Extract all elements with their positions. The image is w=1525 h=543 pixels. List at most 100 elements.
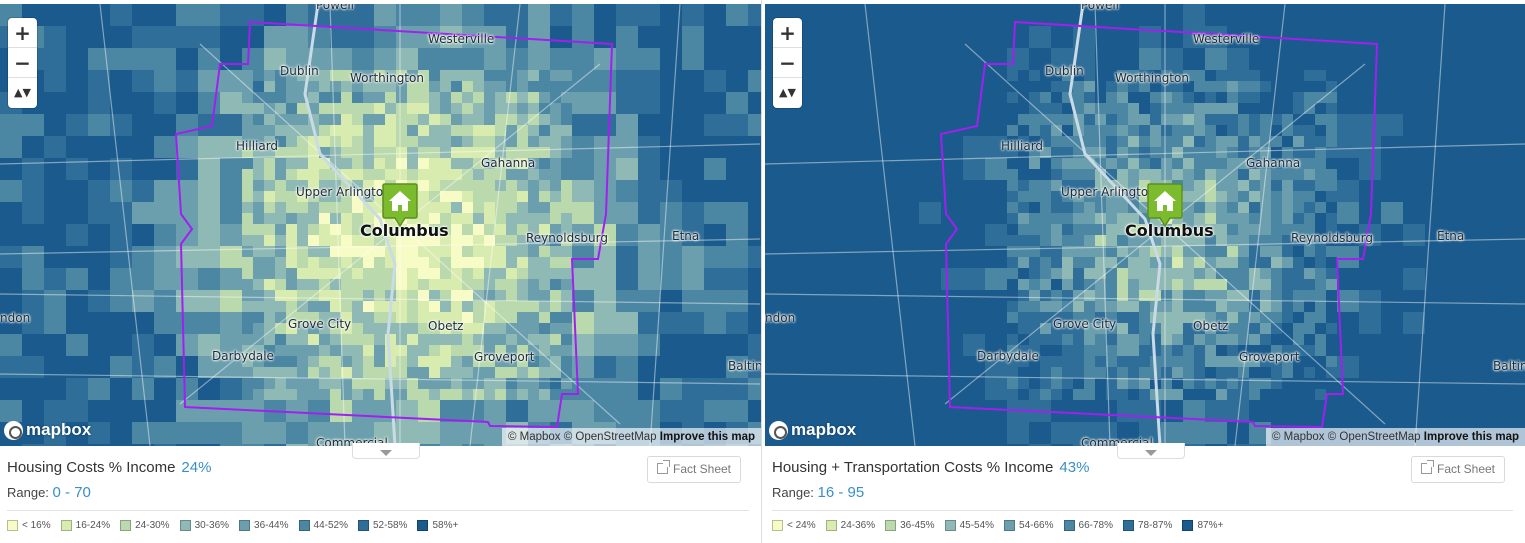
- census-tract: [330, 356, 342, 368]
- census-tract: [297, 202, 309, 214]
- census-tract: [1271, 125, 1283, 137]
- census-tract: [1513, 224, 1525, 247]
- census-tract: [550, 114, 562, 126]
- census-tract: [682, 92, 705, 115]
- census-tract: [985, 312, 1008, 335]
- mapbox-logo[interactable]: mapbox: [769, 420, 856, 440]
- census-tract: [1139, 81, 1151, 93]
- mapbox-logo[interactable]: mapbox: [4, 420, 91, 440]
- census-tract: [1062, 345, 1074, 357]
- census-tract: [1513, 400, 1525, 423]
- census-tract: [1271, 213, 1283, 225]
- census-tract: [363, 378, 375, 390]
- census-tract: [0, 180, 23, 203]
- choropleth-map[interactable]: Powell Westerville Dublin Worthington Hillia…: [0, 4, 761, 446]
- metric-value: 24%: [181, 459, 212, 476]
- compass-button[interactable]: ▲▼: [779, 86, 796, 99]
- improve-map-link[interactable]: Improve this map: [659, 431, 755, 443]
- census-tract: [1469, 70, 1492, 93]
- census-tract: [253, 334, 265, 346]
- census-tract: [1381, 268, 1404, 291]
- census-tract: [1128, 290, 1140, 302]
- improve-map-link[interactable]: Improve this map: [1423, 431, 1519, 443]
- attribution-text[interactable]: © Mapbox © OpenStreetMap: [1271, 431, 1424, 443]
- census-tract: [1315, 334, 1327, 346]
- census-tract: [1194, 334, 1206, 346]
- census-tract: [897, 158, 920, 181]
- census-tract: [352, 70, 364, 82]
- census-tract: [330, 279, 342, 291]
- census-tract: [1128, 279, 1140, 291]
- choropleth-map[interactable]: Powell Westerville Dublin Worthington Hillia…: [765, 4, 1525, 446]
- census-tract: [528, 257, 540, 269]
- census-tract: [1084, 290, 1096, 302]
- census-tract: [1403, 312, 1426, 335]
- census-tract: [941, 422, 964, 445]
- census-tract: [517, 345, 529, 357]
- zoom-out-button[interactable]: −: [8, 48, 37, 78]
- census-tract: [704, 356, 727, 379]
- census-tract: [528, 136, 540, 148]
- census-tract: [809, 356, 832, 379]
- census-tract: [275, 169, 287, 181]
- census-tract: [1359, 268, 1382, 291]
- census-tract: [963, 202, 986, 225]
- census-tract: [1326, 268, 1338, 280]
- fact-sheet-button[interactable]: Fact Sheet: [647, 456, 741, 483]
- census-tract: [1249, 334, 1261, 346]
- census-tract: [1271, 224, 1283, 236]
- census-tract: [297, 125, 309, 137]
- census-tract: [616, 114, 639, 137]
- census-tract: [1007, 26, 1030, 49]
- census-tract: [374, 268, 386, 280]
- census-tract: [506, 169, 518, 181]
- census-tract: [1029, 81, 1041, 93]
- census-tract: [506, 400, 529, 423]
- zoom-out-button[interactable]: −: [773, 48, 802, 78]
- zoom-in-button[interactable]: +: [8, 18, 37, 48]
- census-tract: [561, 103, 573, 115]
- census-tract: [787, 444, 810, 446]
- census-tract: [264, 147, 276, 159]
- census-tract: [1040, 367, 1052, 379]
- census-tract: [418, 224, 430, 236]
- zoom-in-button[interactable]: +: [773, 18, 802, 48]
- census-tract: [363, 235, 375, 247]
- census-tract: [286, 103, 298, 115]
- home-pin-icon[interactable]: [381, 182, 419, 228]
- census-tract: [363, 158, 375, 170]
- census-tract: [22, 444, 45, 446]
- census-tract: [1293, 4, 1316, 27]
- census-tract: [985, 422, 1008, 445]
- census-tract: [308, 4, 331, 27]
- collapse-map-tab[interactable]: [352, 443, 420, 459]
- compass-button[interactable]: ▲▼: [14, 86, 31, 99]
- attribution-text[interactable]: © Mapbox © OpenStreetMap: [507, 431, 660, 443]
- census-tract: [1051, 191, 1063, 203]
- census-tract: [765, 202, 788, 225]
- census-tract: [919, 334, 942, 357]
- collapse-map-tab[interactable]: [1117, 443, 1185, 459]
- place-label-baltimore: Baltin: [1493, 359, 1525, 373]
- census-tract: [88, 4, 111, 27]
- census-tract: [1194, 92, 1206, 104]
- census-tract: [853, 312, 876, 335]
- census-tract: [1469, 180, 1492, 203]
- census-tract: [264, 290, 276, 302]
- census-tract: [1205, 367, 1217, 379]
- census-tract: [1106, 103, 1118, 115]
- census-tract: [1095, 4, 1118, 27]
- census-tract: [1161, 378, 1173, 390]
- census-tract: [242, 422, 265, 445]
- census-tract: [484, 103, 496, 115]
- census-tract: [363, 191, 375, 203]
- census-tract: [473, 378, 485, 390]
- home-pin-icon[interactable]: [1146, 182, 1184, 228]
- census-tract: [875, 202, 898, 225]
- census-tract: [242, 257, 254, 269]
- census-tract: [831, 48, 854, 71]
- census-tract: [1249, 224, 1261, 236]
- census-tract: [0, 334, 23, 357]
- census-tract: [1304, 103, 1316, 115]
- fact-sheet-button[interactable]: Fact Sheet: [1411, 456, 1505, 483]
